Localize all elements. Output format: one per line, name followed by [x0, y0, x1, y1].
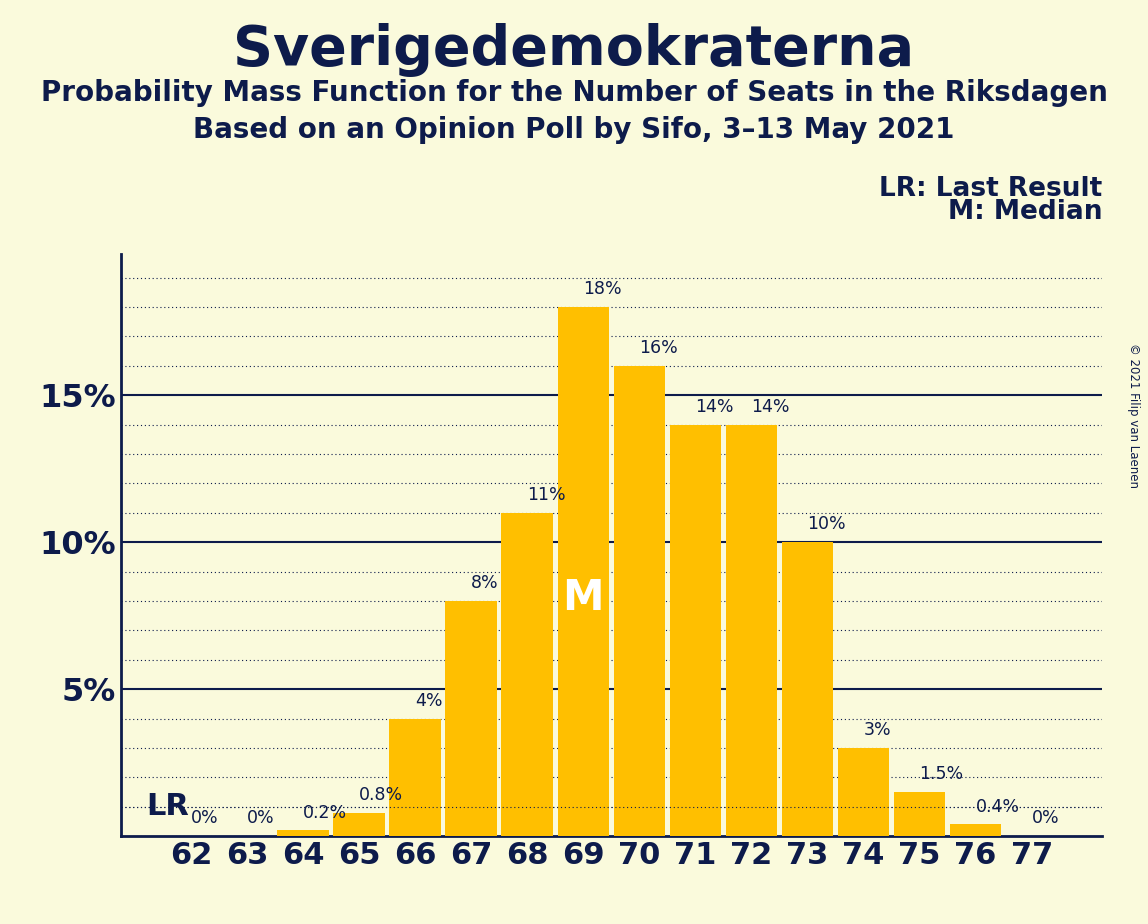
- Text: 11%: 11%: [527, 486, 566, 504]
- Text: 8%: 8%: [471, 574, 499, 592]
- Text: Probability Mass Function for the Number of Seats in the Riksdagen: Probability Mass Function for the Number…: [40, 79, 1108, 106]
- Text: 16%: 16%: [639, 339, 678, 357]
- Text: 18%: 18%: [583, 280, 622, 298]
- Text: 0%: 0%: [247, 809, 274, 827]
- Bar: [502, 513, 553, 836]
- Text: 0%: 0%: [1032, 809, 1060, 827]
- Text: 1.5%: 1.5%: [920, 765, 963, 784]
- Bar: [445, 601, 497, 836]
- Bar: [613, 366, 665, 836]
- Bar: [838, 748, 890, 836]
- Bar: [669, 425, 721, 836]
- Text: M: Median: M: Median: [947, 199, 1102, 225]
- Bar: [894, 792, 945, 836]
- Text: LR: LR: [146, 792, 189, 821]
- Text: 4%: 4%: [416, 692, 443, 710]
- Bar: [558, 307, 610, 836]
- Bar: [726, 425, 777, 836]
- Text: Based on an Opinion Poll by Sifo, 3–13 May 2021: Based on an Opinion Poll by Sifo, 3–13 M…: [193, 116, 955, 143]
- Text: 3%: 3%: [863, 722, 891, 739]
- Bar: [278, 831, 328, 836]
- Text: © 2021 Filip van Laenen: © 2021 Filip van Laenen: [1126, 344, 1140, 488]
- Text: 0.8%: 0.8%: [359, 786, 403, 804]
- Text: 0.4%: 0.4%: [976, 797, 1019, 816]
- Text: Sverigedemokraterna: Sverigedemokraterna: [233, 23, 915, 77]
- Text: 14%: 14%: [696, 398, 734, 416]
- Text: 10%: 10%: [807, 516, 846, 533]
- Bar: [389, 719, 441, 836]
- Text: LR: Last Result: LR: Last Result: [879, 176, 1102, 201]
- Text: 0.2%: 0.2%: [303, 804, 347, 821]
- Text: M: M: [563, 578, 604, 619]
- Text: 0%: 0%: [191, 809, 218, 827]
- Bar: [333, 813, 385, 836]
- Bar: [782, 542, 833, 836]
- Text: 14%: 14%: [752, 398, 790, 416]
- Bar: [949, 824, 1001, 836]
